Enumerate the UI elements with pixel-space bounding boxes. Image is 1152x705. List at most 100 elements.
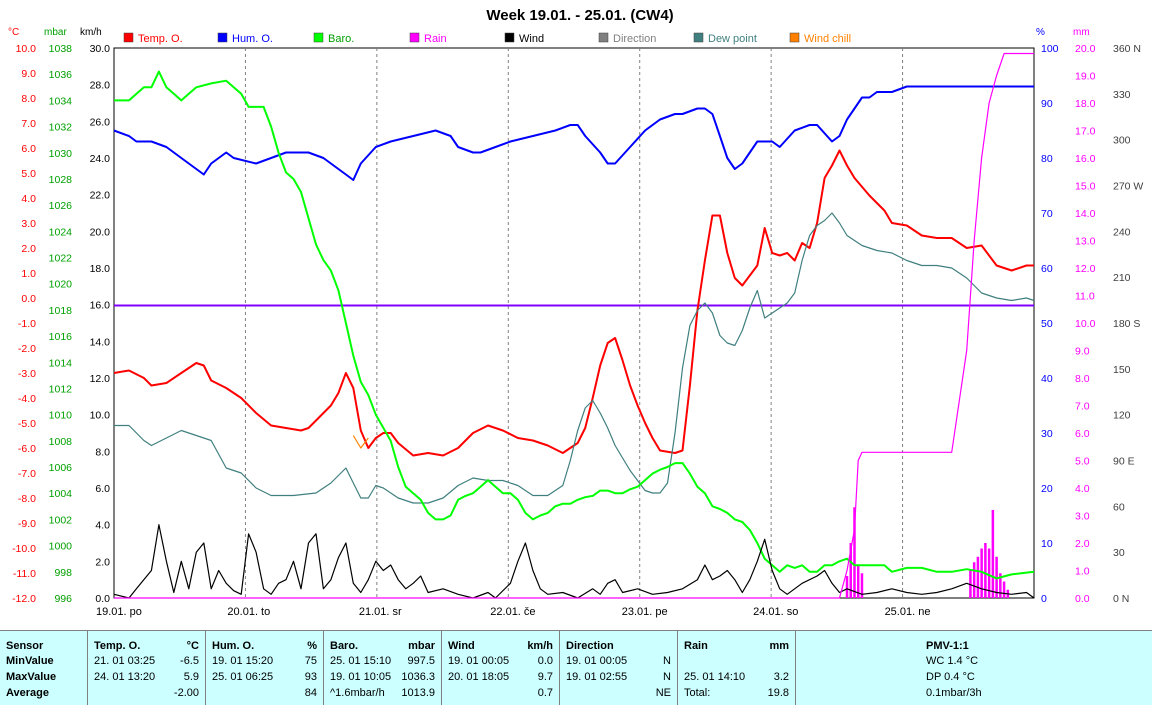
rain-tick: 18.0: [1075, 98, 1096, 110]
stats-pmv-dewpoint: DP 0.4 °C: [926, 671, 975, 683]
stats-wind-avg-value: 0.7: [537, 687, 553, 699]
series-lines: [113, 52, 1035, 599]
stats-wind-min-value: 0.0: [537, 655, 553, 667]
rain-tick: 13.0: [1075, 236, 1096, 248]
rain-tick: 16.0: [1075, 153, 1096, 165]
stats-dir-min-value: N: [663, 655, 671, 667]
temp-tick: 2.0: [21, 243, 36, 255]
rain-tick: 6.0: [1075, 428, 1090, 440]
day-label: 19.01. po: [96, 606, 142, 618]
chart-title: Week 19.01. - 25.01. (CW4): [486, 7, 673, 24]
stats-col-direction: Direction 19. 01 00:05 N 19. 01 02:55 N NE: [560, 631, 678, 705]
series-line-hum-o: [113, 85, 1034, 181]
baro-tick: 1024: [49, 226, 73, 238]
rain-tick: 14.0: [1075, 208, 1096, 220]
stats-label-min: MinValue: [6, 655, 54, 667]
hum-tick: 90: [1041, 98, 1053, 110]
temp-tick: 3.0: [21, 218, 36, 230]
baro-tick: 1000: [49, 541, 73, 553]
stats-dir-min-time: 19. 01 00:05: [566, 655, 628, 667]
baro-tick: 1008: [49, 436, 73, 448]
legend-label: Dew point: [708, 33, 757, 45]
temp-tick: -6.0: [18, 443, 36, 455]
temp-tick: -3.0: [18, 368, 36, 380]
hum-tick: 60: [1041, 263, 1053, 275]
stats-col-sensor: Sensor MinValue MaxValue Average: [0, 631, 88, 705]
legend-swatch: [598, 32, 609, 43]
stats-label-avg: Average: [6, 687, 50, 699]
stats-hum-header: Hum. O.: [212, 640, 255, 652]
direction-tick: 270 W: [1113, 181, 1143, 193]
stats-col-rain: Rain mm 25. 01 14:10 3.2 Total: 19.8: [678, 631, 796, 705]
baro-tick: 1010: [49, 410, 73, 422]
wind-tick: 20.0: [90, 226, 111, 238]
baro-tick: 1012: [49, 383, 73, 395]
temp-tick: -9.0: [18, 518, 36, 530]
hum-tick: 40: [1041, 373, 1053, 385]
wind-tick: 16.0: [90, 300, 111, 312]
baro-tick: 1018: [49, 305, 73, 317]
temp-tick: 4.0: [21, 193, 36, 205]
direction-axis: 360 N 330 300 270 W 240 210 180 S 150 120 90 E 60 3…: [1113, 43, 1143, 605]
stats-hum-max-value: 93: [304, 671, 317, 683]
stats-pmv-trend: 0.1mbar/3h: [926, 687, 982, 699]
stats-dir-max-value: N: [663, 671, 671, 683]
legend-swatch: [693, 32, 704, 43]
stats-wind-min-time: 19. 01 00:05: [448, 655, 510, 667]
day-grid: [244, 48, 904, 598]
stats-wind-unit: km/h: [527, 640, 553, 652]
statistics-table: Sensor MinValue MaxValue Average Temp. O…: [0, 630, 1152, 705]
stats-baro-avg-value: 1013.9: [401, 687, 435, 699]
wind-tick: 14.0: [90, 336, 111, 348]
baro-axis: 1038 1036 1034 1032 1030 1028 1026 1024 1022 1020…: [49, 43, 73, 605]
baro-tick: 998: [54, 567, 72, 579]
stats-wind-header: Wind: [448, 640, 475, 652]
stats-baro-min-time: 25. 01 15:10: [330, 655, 392, 667]
direction-tick: 150: [1113, 364, 1131, 376]
legend-swatch: [789, 32, 800, 43]
temp-tick: -10.0: [12, 543, 36, 555]
series-line-rain: [114, 52, 1034, 599]
series-line-wind-chill: [352, 435, 369, 449]
wind-tick: 6.0: [95, 483, 110, 495]
legend-swatch: [313, 32, 324, 43]
stats-hum-avg-value: 84: [304, 687, 317, 699]
legend-label: Temp. O.: [138, 33, 183, 45]
stats-baro-max-time: 19. 01 10:05: [330, 671, 392, 683]
hum-tick: 0: [1041, 593, 1047, 605]
day-label: 25.01. ne: [885, 606, 931, 618]
direction-tick: 300: [1113, 135, 1131, 147]
temp-tick: 10.0: [16, 43, 37, 55]
stats-temp-avg-value: -2.00: [173, 687, 199, 699]
baro-tick: 1028: [49, 174, 73, 186]
wind-tick: 18.0: [90, 263, 111, 275]
day-label: 20.01. to: [227, 606, 270, 618]
unit-wind: km/h: [80, 27, 102, 38]
rain-tick: 7.0: [1075, 401, 1090, 413]
rain-tick: 2.0: [1075, 538, 1090, 550]
hum-tick: 10: [1041, 538, 1053, 550]
unit-hum: %: [1036, 27, 1045, 38]
rain-tick: 8.0: [1075, 373, 1090, 385]
baro-tick: 1022: [49, 253, 73, 265]
stats-pmv-header: PMV-1:1: [926, 640, 969, 652]
unit-rain: mm: [1073, 27, 1090, 38]
baro-tick: 1020: [49, 279, 73, 291]
weather-chart: Week 19.01. - 25.01. (CW4) °C mbar km/h …: [8, 7, 1143, 618]
wind-tick: 2.0: [95, 556, 110, 568]
day-label: 21.01. sr: [359, 606, 402, 618]
stats-wind-max-value: 9.7: [537, 671, 553, 683]
direction-tick: 30: [1113, 547, 1125, 559]
baro-tick: 1004: [49, 488, 73, 500]
stats-hum-min-time: 19. 01 15:20: [212, 655, 274, 667]
series-line-dew-point: [114, 212, 1035, 504]
direction-tick: 240: [1113, 226, 1131, 238]
direction-tick: 0 N: [1113, 593, 1129, 605]
wind-tick: 28.0: [90, 80, 111, 92]
temp-axis: 10.0 9.0 8.0 7.0 6.0 5.0 4.0 3.0 2.0 1.0 0.0 -1.0 -2…: [12, 43, 36, 605]
baro-tick: 1034: [49, 95, 73, 107]
stats-baro-max-value: 1036.3: [401, 671, 435, 683]
rain-tick: 15.0: [1075, 181, 1096, 193]
legend-label: Wind chill: [804, 33, 851, 45]
baro-tick: 1032: [49, 122, 73, 134]
